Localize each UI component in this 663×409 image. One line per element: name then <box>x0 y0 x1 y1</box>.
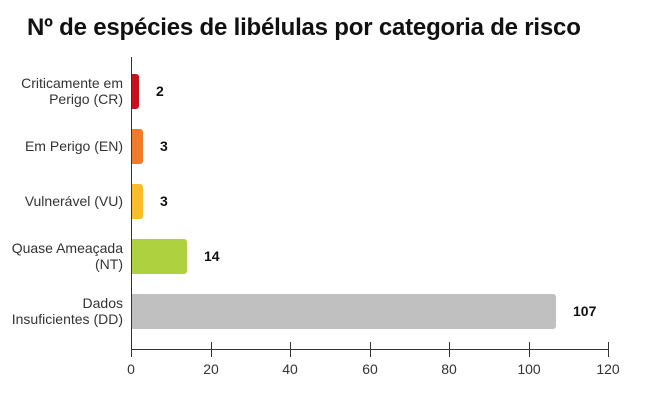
x-tick-label: 0 <box>127 361 135 377</box>
x-tick-label: 100 <box>517 361 541 377</box>
x-tick <box>529 342 530 357</box>
x-tick <box>290 342 291 357</box>
category-label-line: Dados <box>82 295 123 311</box>
category-label-line: Em Perigo (EN) <box>24 138 123 154</box>
bar <box>132 129 143 164</box>
category-label: Dados Insuficientes (DD) <box>12 295 123 327</box>
x-tick-label: 120 <box>596 361 620 377</box>
bar <box>132 184 143 219</box>
category-label-line: Insuficientes (DD) <box>11 311 123 327</box>
category-label-line: Vulnerável (VU) <box>24 193 123 209</box>
category-label: Quase Ameaçada (NT) <box>12 240 123 272</box>
x-tick-label: 20 <box>203 361 219 377</box>
value-label: 14 <box>204 248 220 264</box>
category-label: Criticamente em Perigo (CR) <box>21 75 123 107</box>
value-label: 3 <box>160 193 168 209</box>
category-label-line: Perigo (CR) <box>49 91 123 107</box>
bar <box>132 74 139 109</box>
value-label: 107 <box>573 303 597 319</box>
category-label-line: Criticamente em <box>21 75 123 91</box>
x-tick-label: 40 <box>282 361 298 377</box>
category-label-line: Quase Ameaçada <box>11 240 123 256</box>
bar <box>132 294 557 329</box>
x-tick <box>370 342 371 357</box>
value-label: 2 <box>156 83 164 99</box>
category-label: Vulnerável (VU) <box>25 193 123 209</box>
x-tick-label: 60 <box>362 361 378 377</box>
chart-title: Nº de espécies de libélulas por categori… <box>27 14 581 41</box>
x-tick <box>131 342 132 357</box>
x-tick-label: 80 <box>441 361 457 377</box>
bar <box>132 239 187 274</box>
category-label-line: (NT) <box>95 256 123 272</box>
x-tick <box>211 342 212 357</box>
y-axis-line <box>131 57 132 357</box>
x-tick <box>608 342 609 357</box>
x-tick <box>449 342 450 357</box>
category-label: Em Perigo (EN) <box>25 138 123 154</box>
value-label: 3 <box>160 138 168 154</box>
